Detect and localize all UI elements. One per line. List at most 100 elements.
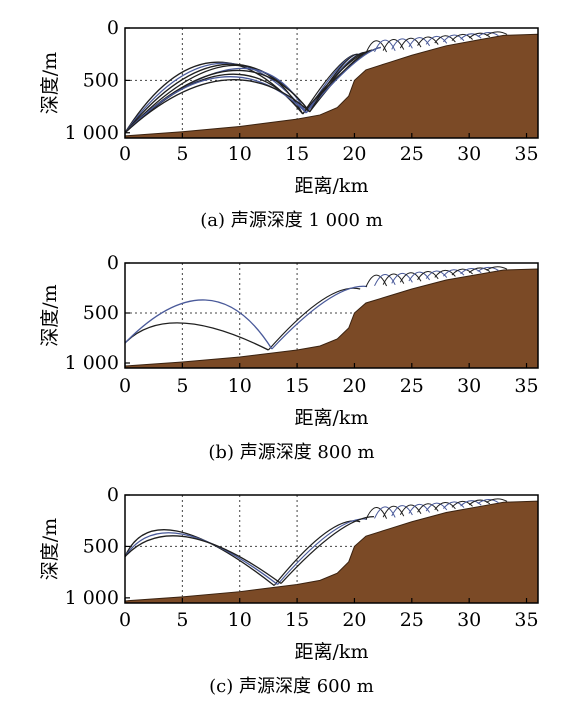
ray-path <box>442 269 465 277</box>
ray-path <box>365 507 388 520</box>
x-tick-label: 10 <box>228 609 252 631</box>
x-tick-label: 35 <box>514 609 538 631</box>
ray-path <box>125 79 311 134</box>
ray-path <box>477 32 499 38</box>
x-tick-label: 30 <box>457 143 481 165</box>
ray-path <box>434 502 456 511</box>
y-tick-label: 1 000 <box>65 587 119 609</box>
ray-path <box>442 501 465 509</box>
panel-caption: (b) 声源深度 800 m <box>208 442 374 463</box>
ray-path <box>399 504 422 515</box>
x-tick-label: 15 <box>285 375 309 397</box>
x-axis: 0 5 10 15 20 25 30 35 <box>119 363 539 397</box>
ray-path <box>425 270 448 279</box>
ray-path <box>442 34 465 43</box>
x-tick-label: 25 <box>400 375 424 397</box>
ray-path <box>408 503 431 514</box>
x-axis-title: 距离/km <box>295 641 369 663</box>
ray-path <box>382 273 405 285</box>
plot-frame <box>124 494 539 604</box>
y-axis-title: 深度/m <box>39 52 61 114</box>
y-tick-label: 500 <box>83 69 119 91</box>
ray-path <box>417 36 439 46</box>
ray-path <box>417 503 439 513</box>
ray-path <box>365 274 388 288</box>
ray-path <box>271 285 368 350</box>
y-axis-title: 深度/m <box>39 284 61 346</box>
y-tick-label: 500 <box>83 535 119 557</box>
ray-path <box>460 268 482 275</box>
y-axis-title: 深度/m <box>39 518 61 580</box>
ray-path <box>374 506 396 519</box>
x-axis: 0 5 10 15 20 25 30 35 <box>119 133 539 165</box>
ray-path <box>267 287 361 351</box>
ray-path <box>425 502 448 512</box>
ray-path <box>374 39 396 53</box>
x-tick-label: 20 <box>342 375 366 397</box>
ray-path <box>460 500 482 507</box>
x-tick-label: 0 <box>119 609 131 631</box>
ray-path <box>374 274 396 287</box>
ray-paths <box>125 31 508 134</box>
y-axis: 0 500 1 000 <box>65 17 130 144</box>
x-tick-label: 10 <box>228 375 252 397</box>
ray-path <box>125 529 275 587</box>
x-axis: 0 5 10 15 20 25 30 35 <box>119 598 539 631</box>
ray-path <box>125 76 307 134</box>
x-tick-label: 30 <box>457 375 481 397</box>
ray-path <box>408 271 431 282</box>
x-tick-label: 25 <box>400 143 424 165</box>
ray-path <box>399 37 422 49</box>
ray-path <box>425 35 448 45</box>
y-tick-label: 1 000 <box>65 352 119 374</box>
ray-path <box>399 272 422 283</box>
ray-path <box>434 35 456 44</box>
ray-paths <box>125 266 508 351</box>
seabed <box>125 268 538 368</box>
y-tick-label: 0 <box>107 484 119 506</box>
y-axis: 0 500 1 000 <box>65 252 130 374</box>
x-tick-label: 5 <box>176 375 188 397</box>
ray-path <box>434 269 456 278</box>
ray-path <box>125 64 304 134</box>
ray-path <box>477 266 499 272</box>
x-axis-title: 距离/km <box>295 175 369 197</box>
ray-path <box>460 33 482 40</box>
ray-path <box>382 38 405 51</box>
ray-path <box>451 268 473 276</box>
ray-path <box>125 322 269 351</box>
grid <box>125 263 538 368</box>
x-tick-label: 5 <box>176 609 188 631</box>
ray-path <box>309 53 361 113</box>
ray-paths <box>125 498 508 587</box>
x-tick-label: 10 <box>228 143 252 165</box>
ray-path <box>468 499 491 506</box>
x-tick-label: 0 <box>119 375 131 397</box>
ray-path <box>468 267 491 273</box>
ray-path <box>477 498 499 505</box>
x-tick-label: 20 <box>342 143 366 165</box>
ray-path <box>125 532 278 586</box>
ray-path <box>382 505 405 518</box>
x-tick-label: 35 <box>514 143 538 165</box>
panel-caption: (c) 声源深度 600 m <box>209 676 374 697</box>
ray-path <box>125 535 282 584</box>
x-tick-label: 35 <box>514 375 538 397</box>
ray-path <box>451 33 473 41</box>
ray-path <box>125 62 307 134</box>
y-tick-label: 500 <box>83 302 119 324</box>
ray-path <box>391 38 413 50</box>
ray-path <box>365 40 388 54</box>
seabed <box>125 500 538 603</box>
x-tick-label: 0 <box>119 143 131 165</box>
plot-frame <box>124 27 539 139</box>
x-axis-title: 距离/km <box>295 407 369 429</box>
x-tick-label: 15 <box>285 143 309 165</box>
y-tick-label: 1 000 <box>65 122 119 144</box>
x-tick-label: 20 <box>342 609 366 631</box>
ray-path <box>125 299 273 350</box>
